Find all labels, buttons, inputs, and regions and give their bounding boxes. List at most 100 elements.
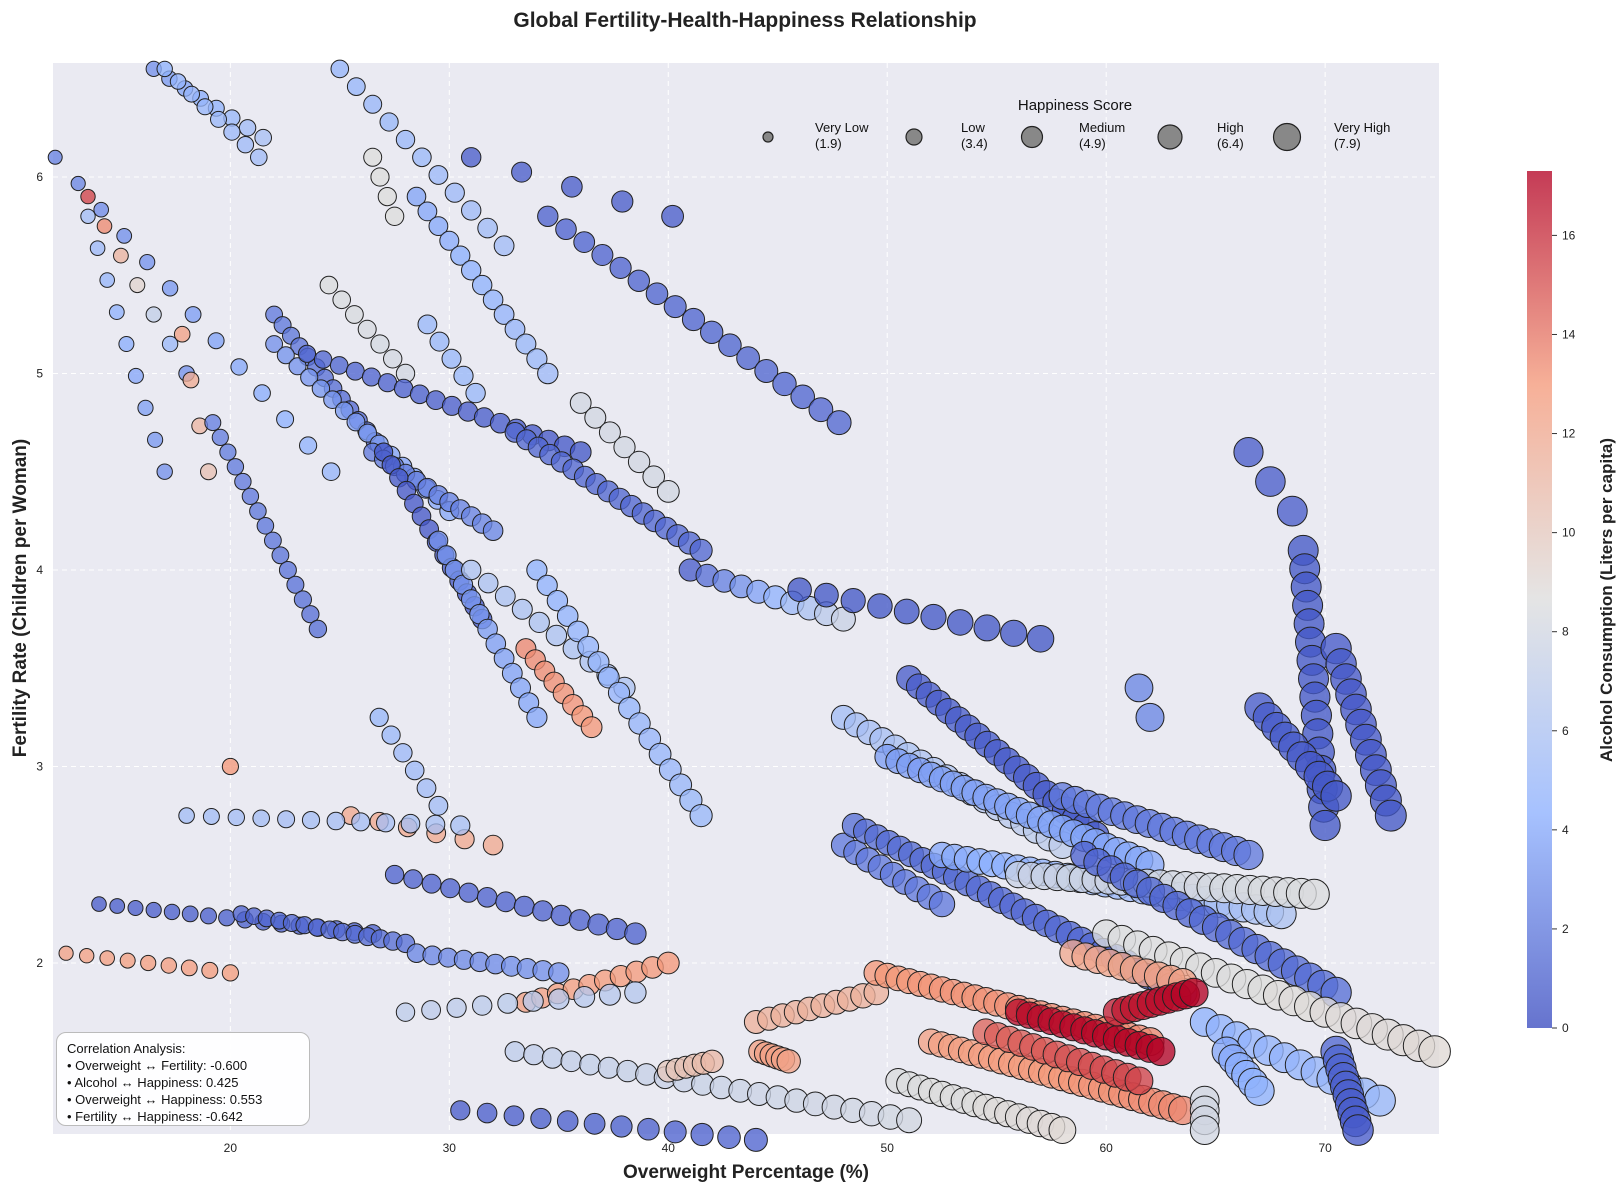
data-point — [605, 917, 629, 941]
data-point — [583, 1112, 606, 1135]
data-point — [461, 260, 482, 281]
colorbar-tick-label: 0 — [1562, 1021, 1569, 1035]
data-point — [227, 808, 246, 827]
data-point — [482, 520, 504, 542]
correlation-line: • Overweight ↔ Fertility: -0.600 — [67, 1058, 248, 1073]
data-point — [221, 964, 239, 982]
data-point — [89, 240, 106, 256]
x-tick-label: 30 — [443, 1141, 457, 1155]
data-point — [526, 559, 548, 581]
data-point — [461, 200, 482, 221]
correlation-line: • Fertility ↔ Happiness: -0.642 — [67, 1109, 243, 1124]
data-point — [556, 605, 579, 627]
data-point — [776, 1049, 801, 1074]
y-axis-ticks: 2 3 4 5 6 — [36, 170, 43, 970]
data-point — [393, 743, 413, 763]
data-point — [1026, 625, 1055, 653]
y-axis-label: Fertility Rate (Children per Woman) — [10, 439, 31, 757]
data-point — [140, 954, 157, 972]
data-point — [440, 878, 461, 899]
data-point — [370, 167, 390, 187]
data-point — [161, 335, 179, 353]
data-point — [580, 716, 603, 739]
data-point — [472, 274, 493, 296]
data-point — [1309, 809, 1341, 842]
data-point — [573, 986, 596, 1008]
data-point — [528, 611, 550, 634]
data-point — [329, 356, 349, 375]
data-point — [555, 218, 577, 240]
data-point — [346, 77, 366, 96]
data-point — [377, 187, 397, 207]
data-point — [1135, 702, 1165, 732]
size-legend-marker — [1020, 125, 1044, 149]
data-point — [323, 390, 342, 410]
data-point — [421, 873, 442, 894]
data-point — [450, 815, 471, 836]
size-legend-value: (6.4) — [1217, 136, 1244, 151]
data-point — [503, 1105, 525, 1127]
data-point — [379, 112, 399, 132]
data-point — [249, 502, 267, 520]
data-point — [663, 295, 687, 319]
data-point — [127, 367, 144, 384]
colorbar-tick-label: 14 — [1562, 327, 1576, 341]
data-point — [867, 593, 893, 619]
data-point — [412, 147, 432, 168]
colorbar-label: Alcohol Consumption (Liters per capita) — [1597, 438, 1616, 762]
data-point — [417, 201, 438, 222]
data-point — [109, 898, 126, 914]
data-point — [656, 951, 680, 975]
data-point — [537, 362, 559, 385]
data-point — [1374, 799, 1407, 832]
data-point — [548, 962, 570, 984]
data-point — [163, 903, 181, 921]
data-point — [93, 201, 109, 218]
data-point — [598, 983, 621, 1006]
data-point — [425, 814, 446, 835]
data-point — [610, 1115, 633, 1138]
data-point — [221, 757, 239, 776]
data-point — [156, 463, 173, 480]
x-axis-ticks: 20 30 40 50 60 70 — [224, 1141, 1332, 1155]
data-point — [637, 1117, 660, 1141]
data-point — [254, 128, 273, 147]
data-point — [276, 410, 295, 429]
data-point — [1124, 1066, 1154, 1096]
data-point — [446, 997, 467, 1018]
data-point — [681, 307, 706, 332]
data-point — [351, 812, 371, 832]
data-point — [656, 480, 680, 503]
size-legend-label: Very High — [1334, 120, 1390, 135]
data-point — [587, 651, 610, 674]
data-point — [450, 245, 471, 266]
size-legend-marker — [905, 128, 923, 146]
data-point — [200, 907, 217, 925]
data-point — [345, 361, 365, 381]
y-tick-label: 5 — [36, 366, 43, 380]
data-point — [383, 349, 403, 369]
data-point — [808, 397, 834, 423]
data-point — [108, 304, 125, 321]
data-point — [429, 331, 450, 352]
correlation-title: Correlation Analysis: — [67, 1041, 186, 1056]
data-point — [973, 614, 1001, 642]
data-point — [99, 272, 115, 288]
data-point — [645, 282, 669, 306]
data-point — [330, 59, 350, 79]
data-point — [472, 995, 493, 1016]
data-point — [201, 961, 219, 979]
colorbar-tick-label: 4 — [1562, 823, 1569, 837]
data-point — [545, 624, 568, 647]
colorbar-gradient — [1527, 171, 1552, 1028]
data-point — [1000, 619, 1028, 647]
data-point — [70, 175, 86, 192]
data-point — [265, 335, 284, 353]
data-point — [183, 85, 201, 103]
data-point — [395, 129, 416, 150]
y-tick-label: 6 — [36, 170, 43, 184]
data-point — [252, 809, 271, 828]
data-point — [363, 147, 383, 167]
data-point — [113, 247, 129, 264]
